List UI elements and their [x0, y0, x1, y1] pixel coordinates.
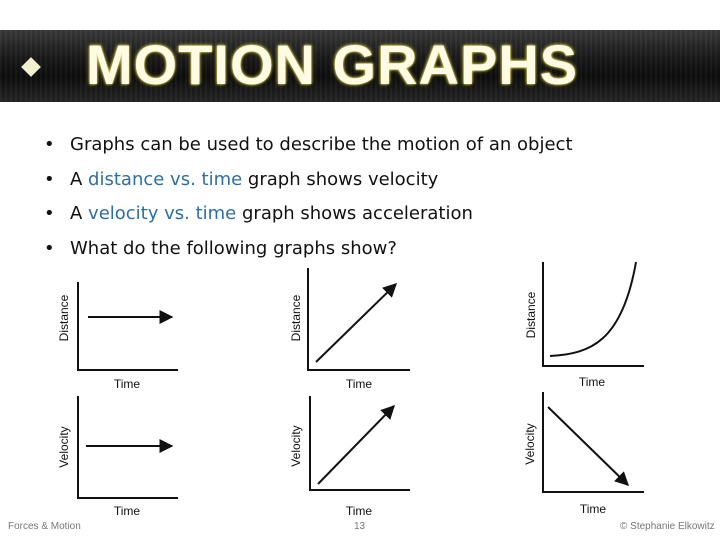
x-axis-label: Time — [346, 377, 373, 391]
y-axis-label: Velocity — [289, 425, 303, 466]
bullet-text: Graphs can be used to describe the motio… — [70, 134, 573, 155]
y-axis-label: Distance — [57, 294, 71, 341]
bullet-list: • Graphs can be used to describe the moti… — [44, 128, 573, 266]
rising-line — [315, 283, 398, 363]
x-axis-label: Time — [579, 375, 606, 389]
graph-axes — [542, 392, 644, 493]
x-axis-label: Time — [114, 504, 141, 518]
bullet-item: • A distance vs. time graph shows velocit… — [44, 163, 573, 198]
footer-course: Forces & Motion — [8, 521, 81, 532]
bullet-item: • What do the following graphs show? — [44, 232, 573, 267]
bullet-dot: • — [44, 134, 55, 155]
graph-axes — [77, 396, 178, 499]
y-axis-label: Distance — [524, 291, 538, 338]
bullet-dot: • — [44, 237, 55, 259]
graph-axes — [77, 282, 178, 371]
exponential-curve — [549, 261, 637, 357]
bullet-text: A — [70, 168, 89, 190]
bullet-text: A — [70, 203, 89, 224]
bullet-highlight: velocity vs. time — [88, 203, 237, 224]
y-axis-label: Velocity — [57, 426, 71, 467]
footer-page-number: 13 — [354, 521, 366, 532]
y-axis-label: Velocity — [523, 423, 537, 464]
title-banner — [0, 30, 720, 102]
graph-velocity-constant: Velocity Time — [57, 396, 178, 518]
rising-line — [317, 404, 395, 485]
bullet-item: • Graphs can be used to describe the moti… — [44, 128, 573, 163]
graph-axes — [309, 396, 410, 491]
bullet-item: • A velocity vs. time graph shows acceler… — [44, 197, 573, 232]
x-axis-label: Time — [580, 502, 607, 516]
bullet-text: graph shows velocity — [242, 168, 439, 190]
footer-copyright: © Stephanie Elkowitz — [620, 521, 715, 532]
graph-velocity-falling: Velocity Time — [523, 392, 644, 516]
bullet-dot: • — [44, 203, 55, 224]
bullet-text: graph shows acceleration — [236, 203, 473, 224]
graph-distance-constant: Distance Time — [57, 282, 178, 391]
graph-axes — [307, 268, 410, 371]
falling-line — [547, 406, 630, 486]
slide-title: MOTION GRAPHS — [86, 33, 579, 96]
bullet-dot: • — [44, 168, 55, 190]
bullet-text: What do the following graphs show? — [70, 237, 397, 259]
graph-distance-accelerating: Distance Time — [524, 261, 644, 389]
x-axis-label: Time — [114, 377, 141, 391]
graph-velocity-rising: Velocity Time — [289, 396, 410, 518]
x-axis-label: Time — [346, 504, 373, 518]
bullet-highlight: distance vs. time — [88, 168, 243, 190]
graph-distance-rising: Distance Time — [289, 268, 410, 391]
graph-axes — [542, 262, 644, 367]
y-axis-label: Distance — [289, 294, 303, 341]
